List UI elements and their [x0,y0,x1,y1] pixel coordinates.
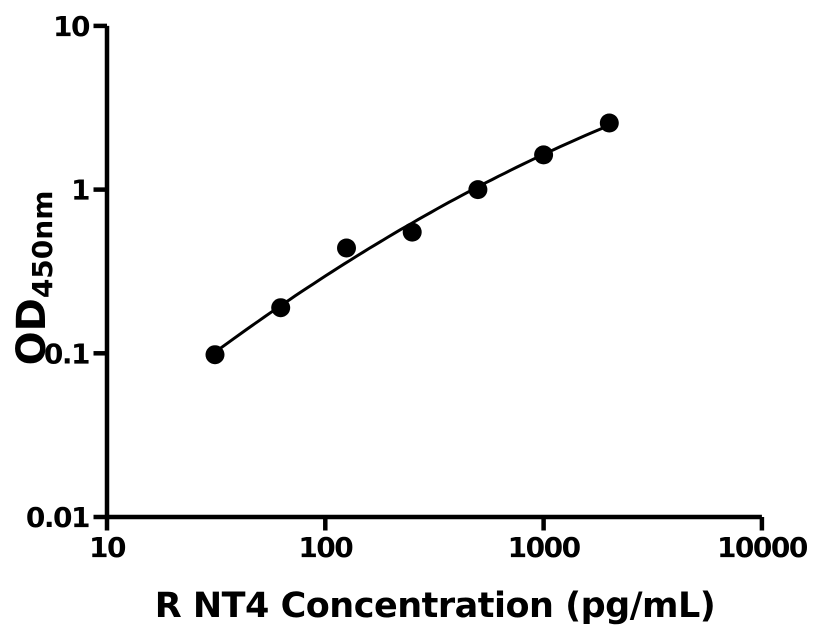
point-layer [205,113,619,365]
x-tick-label: 10 [89,531,126,564]
y-tick-label: 0.1 [44,337,89,370]
tick-label-layer: 10 100 1000 10000 0.01 0.1 1 10 [26,10,809,564]
y-tick-label: 0.01 [26,501,89,534]
data-point [337,238,356,258]
y-tick-label: 1 [71,174,89,207]
y-tick-label: 10 [53,10,90,43]
tick-layer [93,23,765,531]
x-tick-label: 10000 [717,531,808,564]
data-point [534,145,554,165]
axis-spine [104,25,762,520]
data-point [271,298,291,318]
data-point [599,113,619,133]
x-tick-label: 1000 [508,531,581,564]
x-tick-label: 100 [298,531,353,564]
x-axis-title: R NT4 Concentration (pg/mL) [155,586,716,626]
y-axis-title: OD450nm [9,191,59,366]
data-point [468,180,488,200]
axis-layer [104,25,762,520]
data-point [205,345,225,365]
data-point [402,222,422,242]
y-axis-title-main: OD [9,298,55,365]
y-axis-title-subscript: 450nm [26,191,59,299]
